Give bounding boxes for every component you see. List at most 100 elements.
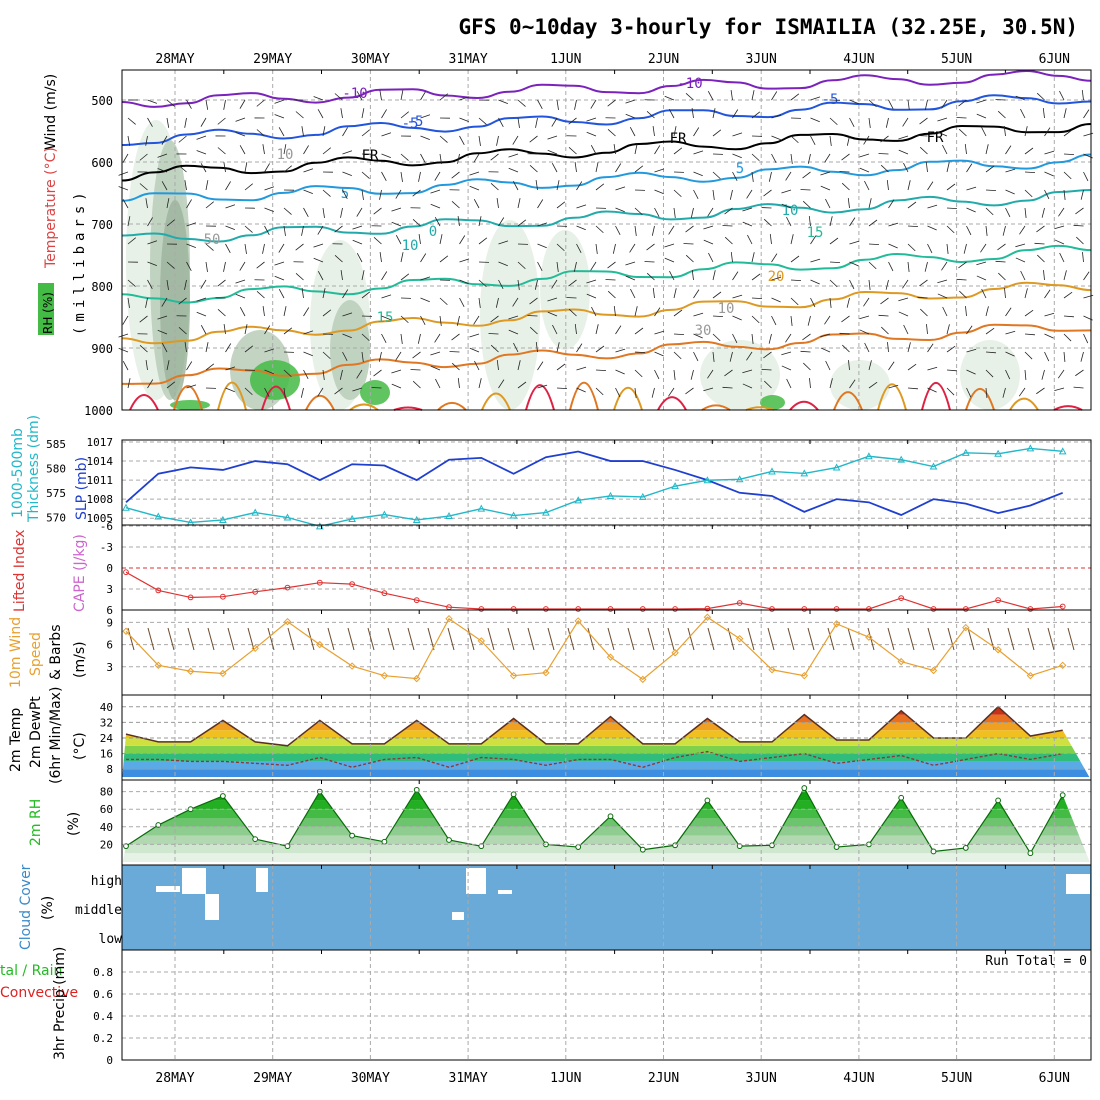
pressure-tick-label: 1000 xyxy=(84,404,113,418)
wind-barb xyxy=(790,153,793,164)
date-label-bottom: 6JUN xyxy=(1039,1071,1070,1086)
rh-band xyxy=(122,853,1091,862)
wind-barb xyxy=(824,315,831,325)
wind-barb xyxy=(810,117,820,123)
surface-temp-contour xyxy=(393,406,423,411)
wind-barb xyxy=(771,253,778,263)
wind-barb xyxy=(139,315,148,323)
wind-barb-10m xyxy=(207,627,215,651)
wind-barb xyxy=(434,216,441,227)
wind-barb xyxy=(859,315,870,320)
wind-barb xyxy=(607,99,616,107)
wind-barb xyxy=(888,222,899,227)
wind-barb xyxy=(673,126,677,137)
temp-line xyxy=(125,705,1063,747)
wind-barb xyxy=(244,225,253,233)
temp-tick-label: 8 xyxy=(106,763,113,776)
thickness-marker xyxy=(412,515,421,523)
rh-marker xyxy=(995,797,1001,804)
wind-barb xyxy=(256,99,265,107)
wind-barb xyxy=(907,363,917,371)
rh-marker xyxy=(381,838,388,845)
wind-barb xyxy=(186,222,197,227)
wind-barb-10m xyxy=(887,627,895,651)
wind-barb xyxy=(342,289,349,299)
wind-barb xyxy=(985,165,995,173)
wind-barb-10m xyxy=(807,627,815,651)
precip-panel: 0.8 0.6 0.4 0.2 0 xyxy=(93,949,1092,1067)
wind-barb xyxy=(498,261,508,267)
wind-barb xyxy=(147,279,153,289)
wind-barb xyxy=(771,297,781,303)
wind-barb xyxy=(868,117,871,128)
thickness-marker xyxy=(994,449,1002,457)
wind-barb xyxy=(391,383,402,389)
wind-barb xyxy=(1044,333,1054,339)
wind-barb xyxy=(239,99,246,109)
wind-barb xyxy=(790,255,800,263)
wind-barb xyxy=(356,207,363,217)
wind-barb xyxy=(1076,236,1084,245)
wind-barb xyxy=(1073,386,1084,389)
temperature-contour xyxy=(121,69,1092,108)
wind-barb xyxy=(334,225,343,233)
run-total-label: Run Total = 0 xyxy=(985,954,1087,969)
wind-barb xyxy=(976,113,987,119)
wind-barb xyxy=(1041,207,1045,218)
temperature-contour xyxy=(121,94,1092,146)
wind-barb xyxy=(1059,252,1065,263)
wind-barb xyxy=(459,96,470,101)
wind-barb xyxy=(166,99,175,107)
rh-marker xyxy=(607,813,614,820)
wind-barb xyxy=(342,351,348,362)
wind-barb xyxy=(803,362,811,371)
wind-barb xyxy=(283,165,293,173)
cloud-level-label: high xyxy=(91,874,122,889)
wind-barb xyxy=(127,237,137,245)
wind-barb xyxy=(625,261,636,266)
wind-barb xyxy=(186,243,196,248)
lifted-index-marker xyxy=(284,584,291,591)
surface-temp-contour xyxy=(833,391,863,411)
wind-barb xyxy=(810,297,816,308)
wind-barb xyxy=(693,189,699,200)
wind-barb xyxy=(223,99,226,110)
wind-barb xyxy=(352,225,363,230)
wind-barb xyxy=(810,279,820,285)
temp-label-2: 2m DewPt xyxy=(28,696,44,768)
wind-barb xyxy=(966,348,977,353)
wind-barb xyxy=(703,387,714,392)
pressure-tick-label: 900 xyxy=(91,342,113,356)
wind-barb xyxy=(495,297,499,308)
wind-axis-label: Wind (m/s) xyxy=(43,74,59,150)
wind-barb xyxy=(849,240,860,245)
wind-barb xyxy=(469,333,480,338)
temp-label-3: (6hr Min/Max) xyxy=(48,687,64,784)
wind-barb xyxy=(785,171,792,181)
wind-speed-marker xyxy=(671,649,679,657)
date-label-top: 3JUN xyxy=(746,52,777,67)
wind-barb xyxy=(942,144,948,155)
wind-barb xyxy=(186,99,192,109)
wind-barb xyxy=(186,199,192,209)
wind-speed-marker xyxy=(897,657,905,666)
lifted-index-marker xyxy=(962,606,969,612)
wind-barb xyxy=(730,90,733,101)
wind-barb xyxy=(693,171,703,177)
wind-barb xyxy=(439,255,449,263)
wind-barb xyxy=(303,168,314,173)
wind-barb xyxy=(478,237,488,245)
wind-barb xyxy=(781,351,792,356)
wind-barb xyxy=(732,109,739,119)
surface-temp-contour xyxy=(789,400,819,411)
wind-barb xyxy=(654,168,665,173)
wind-barb xyxy=(863,297,870,307)
wind-barb xyxy=(420,297,430,303)
wind-barb xyxy=(1002,225,1006,236)
wind-barb xyxy=(802,200,811,209)
wind-barb xyxy=(439,297,448,306)
wind-barb-10m xyxy=(627,627,635,651)
wind-barb xyxy=(381,271,388,281)
rh-band xyxy=(122,818,1091,827)
wind-barb xyxy=(139,345,148,353)
